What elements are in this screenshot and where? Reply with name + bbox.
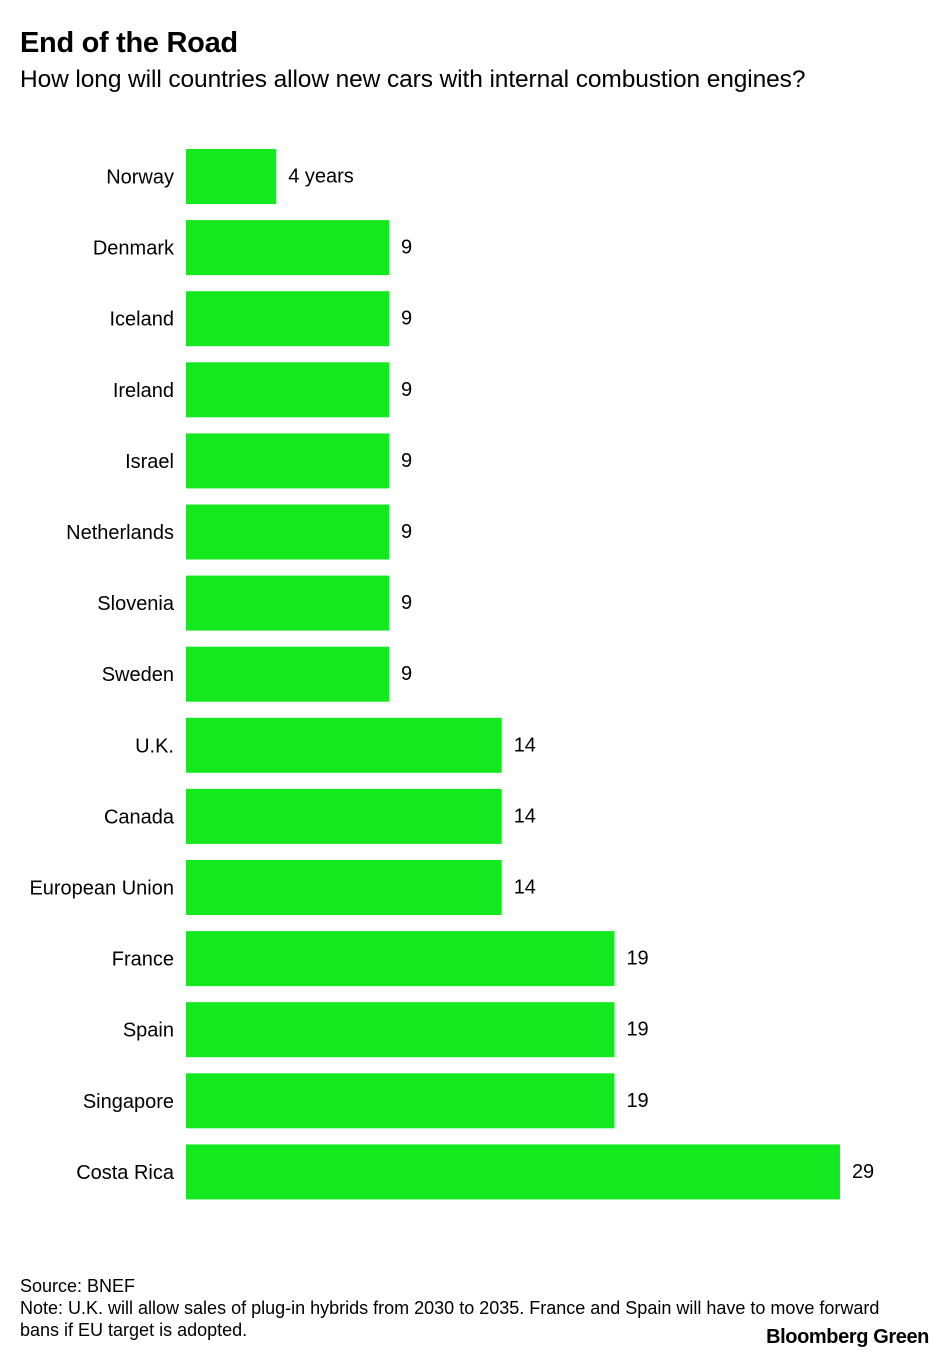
bars-layer: Norway 4 years Denmark 9 Iceland 9 Ireland 9 Isr… [29, 149, 874, 1200]
bar-israel [186, 433, 389, 489]
value-label: 9 [401, 521, 412, 543]
value-label: 9 [401, 379, 412, 401]
category-label: Slovenia [97, 593, 175, 615]
value-label: 19 [626, 948, 648, 970]
bar-chart: Norway 4 years Denmark 9 Iceland 9 Ireland 9 Isr… [29, 149, 874, 1200]
bar-canada [186, 788, 502, 844]
bar-slovenia [186, 575, 389, 631]
chart-title: End of the Road [20, 27, 238, 59]
bar-costa-rica [186, 1144, 840, 1200]
category-label: European Union [29, 878, 174, 900]
category-label: Netherlands [66, 522, 174, 544]
category-label: Ireland [113, 380, 174, 402]
category-label: Sweden [102, 664, 174, 686]
value-label: 19 [626, 1019, 648, 1041]
category-label: Canada [104, 806, 175, 828]
bar-singapore [186, 1073, 615, 1129]
value-label: 19 [626, 1090, 648, 1112]
bar-u-k [186, 717, 502, 773]
bar-european-union [186, 860, 502, 915]
category-label: Spain [123, 1020, 174, 1042]
value-label: 9 [401, 450, 412, 472]
value-label: 14 [514, 805, 536, 827]
category-label: Norway [106, 167, 174, 189]
category-label: Denmark [93, 238, 175, 260]
bar-iceland [186, 291, 389, 347]
bar-norway [186, 149, 277, 204]
value-label: 4 years [288, 166, 354, 188]
value-label: 9 [401, 592, 412, 614]
category-label: Israel [125, 451, 174, 473]
category-label: Singapore [83, 1091, 174, 1113]
category-label: France [112, 949, 174, 971]
value-label: 14 [514, 734, 536, 756]
category-label: U.K. [135, 735, 174, 757]
bar-spain [186, 1002, 615, 1058]
brand-logo: Bloomberg Green [766, 1326, 929, 1348]
footnote: Note: U.K. will allow sales of plug-in h… [20, 1298, 880, 1340]
bar-ireland [186, 362, 389, 418]
source-note: Source: BNEF [20, 1276, 136, 1296]
value-label: 9 [401, 308, 412, 330]
value-label: 9 [401, 237, 412, 259]
value-label: 9 [401, 663, 412, 685]
bar-netherlands [186, 504, 389, 560]
bar-france [186, 931, 615, 987]
category-label: Costa Rica [76, 1162, 175, 1184]
bar-denmark [186, 220, 389, 276]
value-label: 29 [852, 1161, 874, 1183]
value-label: 14 [514, 877, 536, 899]
chart-subtitle: How long will countries allow new cars w… [20, 66, 806, 93]
bar-sweden [186, 646, 389, 702]
category-label: Iceland [110, 309, 175, 331]
